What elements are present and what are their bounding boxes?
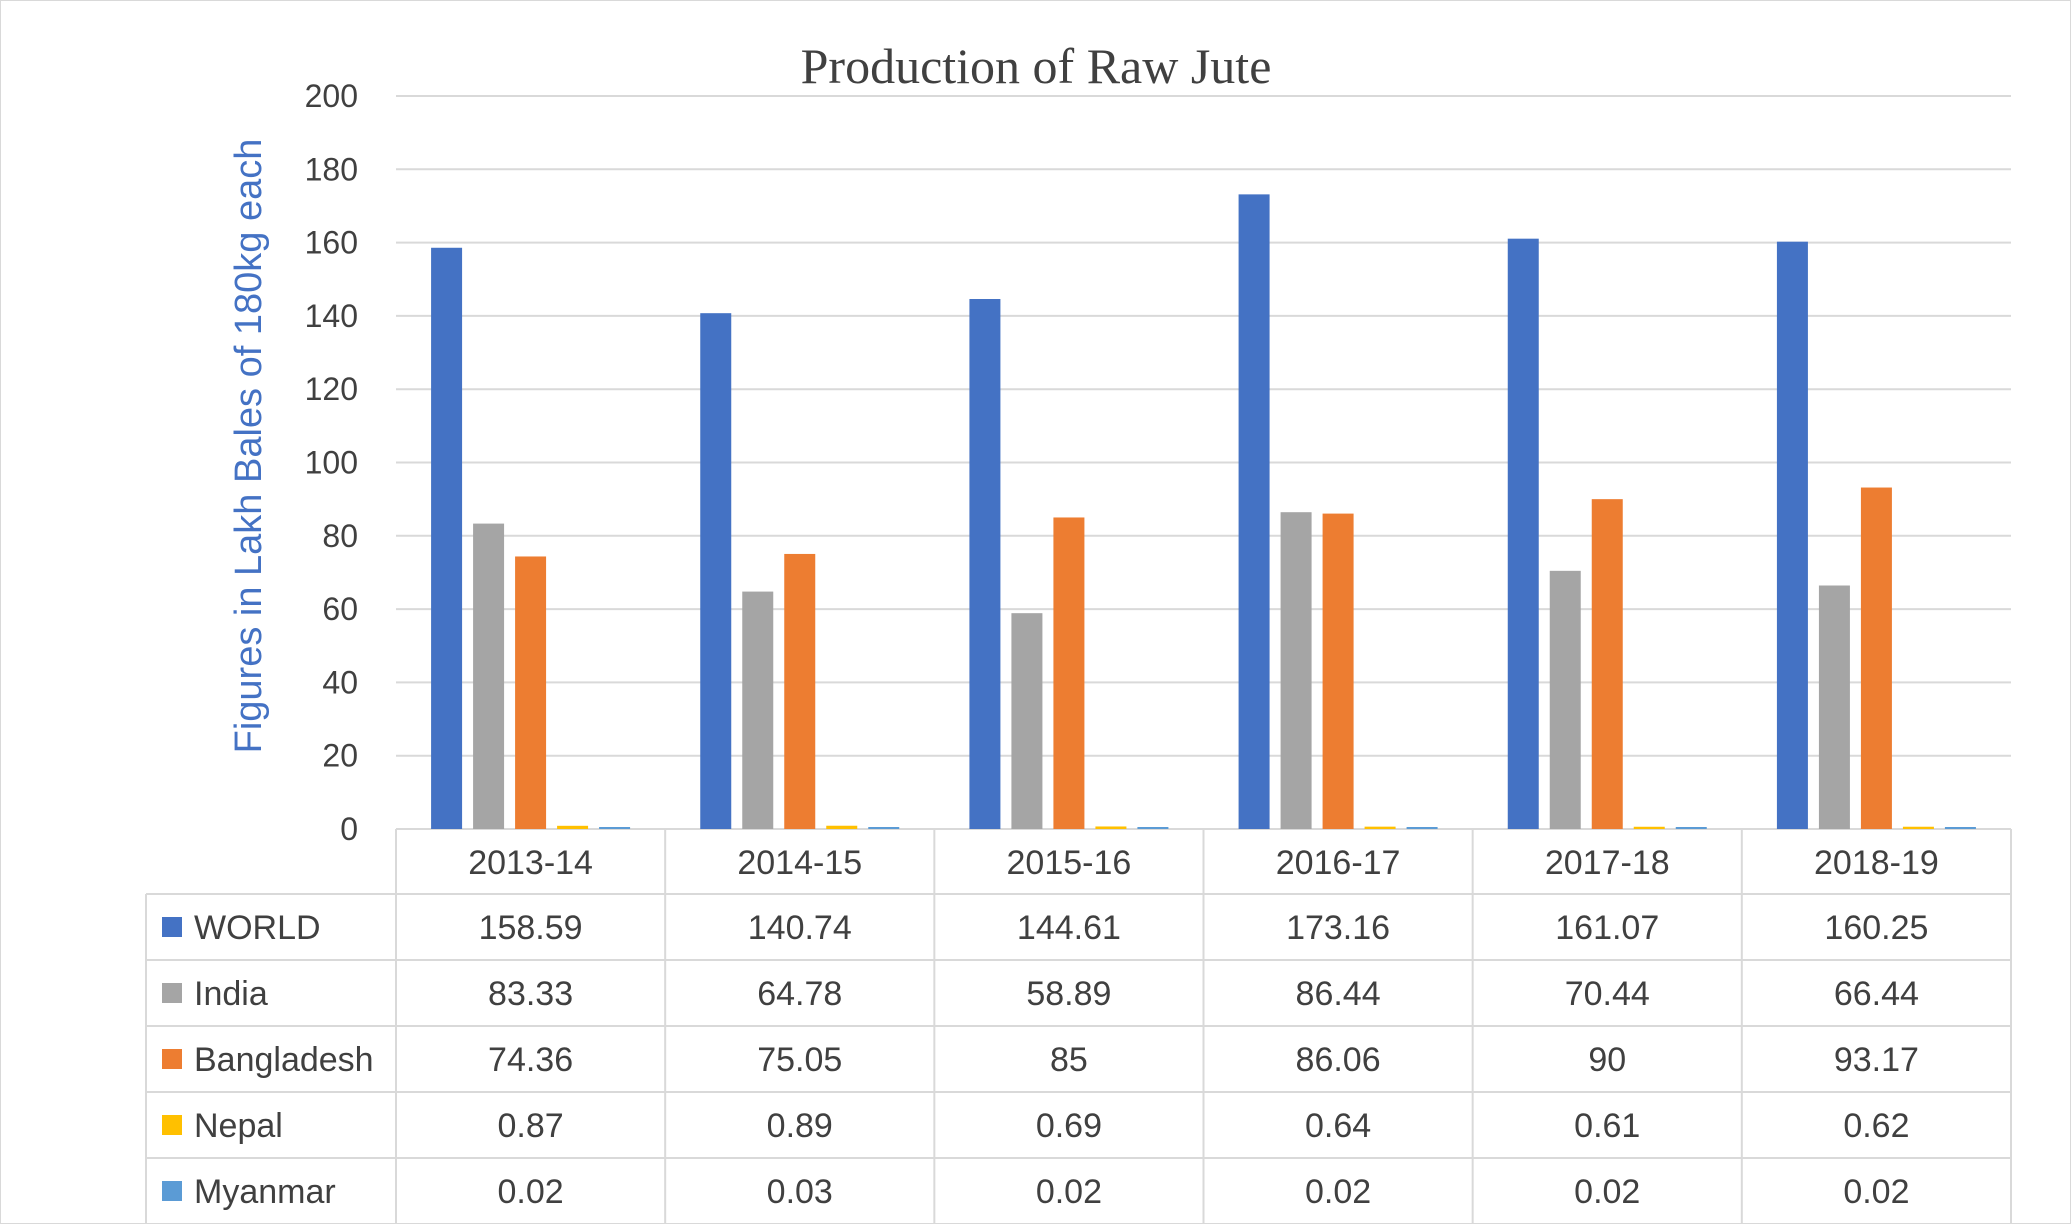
bar-myanmar-2014-15 (868, 827, 900, 829)
y-tick-label: 100 (305, 445, 358, 481)
table-cell: 0.03 (767, 1173, 833, 1211)
table-cell: 0.69 (1036, 1107, 1102, 1145)
bar-nepal-2017-18 (1633, 826, 1665, 829)
y-tick-label: 120 (305, 371, 358, 407)
table-cell: 0.02 (497, 1173, 563, 1211)
bar-india-2015-16 (1011, 613, 1043, 829)
y-tick-label: 140 (305, 298, 358, 334)
y-tick-label: 20 (322, 738, 358, 774)
table-cell: 64.78 (757, 975, 842, 1013)
y-tick-label: 0 (340, 811, 358, 847)
bar-world-2014-15 (700, 313, 732, 830)
y-axis-label: Figures in Lakh Bales of 180kg each (228, 139, 270, 754)
series-name: Myanmar (194, 1173, 336, 1211)
bar-world-2017-18 (1507, 238, 1539, 829)
category-label: 2015-16 (1007, 844, 1132, 882)
y-tick-label: 160 (305, 225, 358, 261)
table-cell: 0.61 (1574, 1107, 1640, 1145)
table-cell: 0.87 (497, 1107, 563, 1145)
table-cell: 160.25 (1824, 909, 1928, 947)
table-cell: 0.02 (1305, 1173, 1371, 1211)
category-label: 2013-14 (468, 844, 593, 882)
bar-world-2013-14 (431, 247, 463, 830)
table-cell: 75.05 (757, 1041, 842, 1079)
bar-bangladesh-2013-14 (515, 556, 547, 829)
y-tick-label: 40 (322, 664, 358, 700)
bar-bangladesh-2016-17 (1322, 513, 1354, 829)
table-cell: 0.89 (767, 1107, 833, 1145)
table-cell: 70.44 (1565, 975, 1650, 1013)
bar-nepal-2014-15 (826, 825, 858, 829)
table-cell: 161.07 (1555, 909, 1659, 947)
table-cell: 0.02 (1036, 1173, 1102, 1211)
bar-bangladesh-2014-15 (784, 553, 816, 829)
legend-key-world (162, 917, 182, 937)
bar-world-2015-16 (969, 299, 1001, 829)
y-axis-ticks: 0 20 40 60 80 100 120 140 160 180 200 (305, 78, 358, 847)
bars (431, 194, 1976, 830)
table-cell: 0.64 (1305, 1107, 1371, 1145)
table-cell: 93.17 (1834, 1041, 1919, 1079)
table-cell: 90 (1588, 1041, 1626, 1079)
table-cell: 74.36 (488, 1041, 573, 1079)
table-cell: 158.59 (479, 909, 583, 947)
bar-world-2018-19 (1776, 241, 1808, 830)
legend-key-india (162, 983, 182, 1003)
series-name: Bangladesh (194, 1041, 374, 1079)
y-tick-label: 200 (305, 78, 358, 114)
data-table: 2013-14 2014-15 2015-16 2016-17 2017-18 2018-… (145, 829, 2012, 1223)
table-cell: 58.89 (1026, 975, 1111, 1013)
bar-india-2013-14 (473, 523, 505, 829)
series-name: India (194, 975, 268, 1013)
bar-myanmar-2018-19 (1944, 827, 1976, 829)
y-tick-label: 80 (322, 518, 358, 554)
bar-nepal-2016-17 (1364, 826, 1396, 829)
y-tick-label: 180 (305, 151, 358, 187)
table-cell: 0.02 (1843, 1173, 1909, 1211)
table-cell: 83.33 (488, 975, 573, 1013)
legend-key-myanmar (162, 1181, 182, 1201)
category-label: 2014-15 (737, 844, 862, 882)
table-cell: 85 (1050, 1041, 1088, 1079)
table-cell: 0.62 (1843, 1107, 1909, 1145)
chart-title: Production of Raw Jute (801, 38, 1272, 94)
table-cell: 144.61 (1017, 909, 1121, 947)
bar-myanmar-2013-14 (599, 827, 631, 829)
bar-nepal-2013-14 (557, 825, 589, 829)
bar-india-2014-15 (742, 591, 774, 829)
bar-myanmar-2015-16 (1137, 827, 1169, 829)
table-cell: 173.16 (1286, 909, 1390, 947)
bar-india-2018-19 (1818, 585, 1850, 829)
bar-nepal-2018-19 (1902, 826, 1934, 829)
category-label: 2017-18 (1545, 844, 1670, 882)
bar-india-2016-17 (1280, 512, 1312, 829)
table-cell: 140.74 (748, 909, 852, 947)
table-cell: 66.44 (1834, 975, 1919, 1013)
bar-myanmar-2016-17 (1406, 827, 1438, 829)
bar-india-2017-18 (1549, 570, 1581, 829)
table-cell: 86.44 (1296, 975, 1381, 1013)
series-name: Nepal (194, 1107, 283, 1145)
table-cell: 86.06 (1296, 1041, 1381, 1079)
legend-key-bangladesh (162, 1049, 182, 1069)
bar-nepal-2015-16 (1095, 826, 1127, 829)
bar-bangladesh-2018-19 (1860, 487, 1892, 829)
category-label: 2018-19 (1814, 844, 1939, 882)
legend-key-nepal (162, 1115, 182, 1135)
bar-world-2016-17 (1238, 194, 1270, 830)
category-label: 2016-17 (1276, 844, 1401, 882)
bar-myanmar-2017-18 (1675, 827, 1707, 829)
table-cell: 0.02 (1574, 1173, 1640, 1211)
y-tick-label: 60 (322, 591, 358, 627)
bar-bangladesh-2017-18 (1591, 499, 1623, 829)
series-name: WORLD (194, 909, 321, 947)
gridlines (396, 95, 2011, 830)
bar-bangladesh-2015-16 (1053, 517, 1085, 829)
